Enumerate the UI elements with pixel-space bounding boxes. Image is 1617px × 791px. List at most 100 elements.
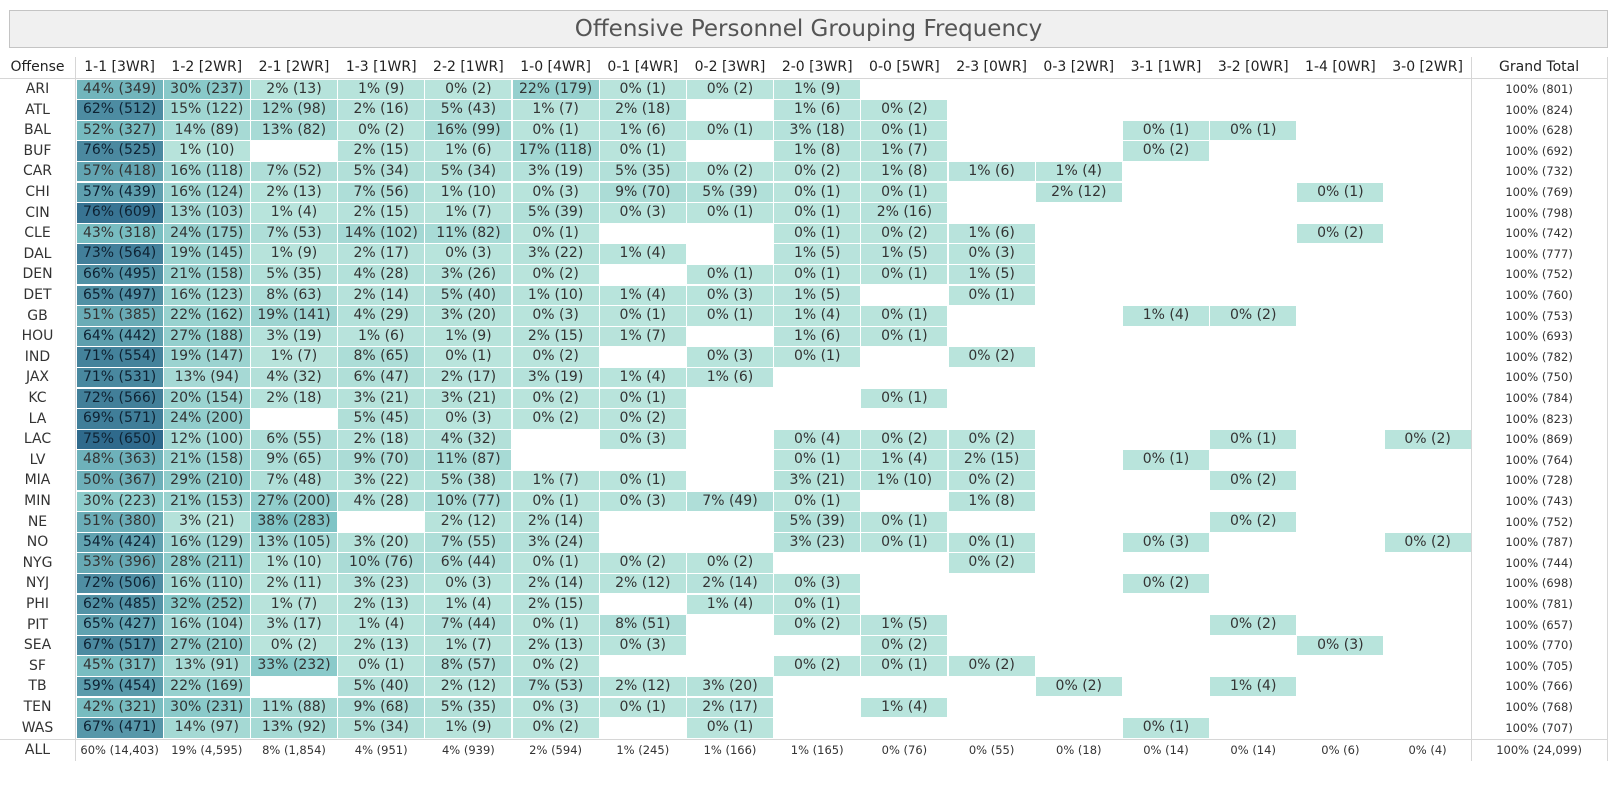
column-header: 2-1 [2WR] <box>258 59 330 75</box>
heatmap-cell: 21% (158) <box>163 450 250 470</box>
heatmap-cell: 6% (55) <box>250 429 338 450</box>
heatmap-cell: 32% (252) <box>163 594 250 615</box>
heatmap-cell: 6% (47) <box>338 367 425 388</box>
heatmap-cell: 1% (5) <box>774 244 861 264</box>
heatmap-cell: 6% (44) <box>425 553 512 573</box>
row-label: KC <box>28 390 47 406</box>
row-label: LA <box>28 410 47 427</box>
all-row-value: 60% (14,403) <box>80 743 159 758</box>
heatmap-cell: 2% (15) <box>338 203 425 223</box>
heatmap-cell: 28% (211) <box>163 553 250 573</box>
heatmap-cell: 1% (8) <box>948 491 1035 512</box>
row-total: 100% (782) <box>1505 349 1573 364</box>
row-label: TEN <box>23 699 52 715</box>
heatmap-cell: 0% (2) <box>774 656 861 676</box>
heatmap-cell: 1% (10) <box>512 285 599 306</box>
row-label: CAR <box>22 163 53 180</box>
row-total: 100% (628) <box>1505 123 1573 138</box>
heatmap-cell: 0% (2) <box>1297 223 1384 244</box>
heatmap-cell: 45% (317) <box>76 656 163 676</box>
heatmap-cell: 50% (367) <box>76 470 163 491</box>
column-header: 3-1 [1WR] <box>1130 59 1202 75</box>
heatmap-cell: 51% (380) <box>76 512 163 532</box>
heatmap-cell: 0% (2) <box>861 100 948 120</box>
heatmap-cell: 59% (454) <box>76 676 163 697</box>
row-total: 100% (824) <box>1505 102 1573 117</box>
heatmap-cell: 11% (88) <box>250 697 338 718</box>
heatmap-cell: 5% (43) <box>425 100 512 120</box>
heatmap-cell: 7% (44) <box>425 615 512 635</box>
heatmap-cell: 22% (169) <box>163 676 250 697</box>
all-row-label: ALL <box>24 742 51 759</box>
row-label: TB <box>28 678 47 695</box>
heatmap-cell: 1% (6) <box>774 100 861 120</box>
heatmap-cell: 1% (7) <box>250 594 338 615</box>
heatmap-cell: 9% (65) <box>250 450 338 470</box>
heatmap-cell: 1% (6) <box>425 141 512 161</box>
heatmap-cell: 0% (3) <box>512 697 599 718</box>
heatmap-cell: 2% (14) <box>512 573 599 594</box>
heatmap-cell: 2% (16) <box>338 100 425 120</box>
heatmap-cell: 0% (2) <box>1122 573 1210 594</box>
row-total: 100% (752) <box>1505 514 1573 529</box>
heatmap-cell: 1% (9) <box>338 79 425 100</box>
heatmap-cell: 0% (1) <box>774 491 861 512</box>
heatmap-cell: 3% (19) <box>250 326 338 347</box>
heatmap-cell: 0% (3) <box>599 429 686 450</box>
heatmap-cell: 0% (3) <box>599 203 686 223</box>
heatmap-cell: 1% (4) <box>425 594 512 615</box>
row-label: SEA <box>23 637 52 654</box>
heatmap-cell: 0% (2) <box>338 120 425 141</box>
heatmap-cell: 0% (1) <box>774 182 861 203</box>
heatmap-cell: 72% (566) <box>76 388 163 409</box>
row-total: 100% (770) <box>1505 638 1573 653</box>
heatmap-cell: 20% (154) <box>163 388 250 409</box>
column-header: 1-1 [3WR] <box>84 59 155 75</box>
heatmap-cell: 1% (7) <box>512 470 599 491</box>
heatmap-cell: 2% (18) <box>599 100 686 120</box>
heatmap-cell: 30% (223) <box>76 491 163 512</box>
right-border <box>1607 57 1608 761</box>
heatmap-cell: 7% (52) <box>250 161 338 182</box>
heatmap-cell: 0% (2) <box>1035 676 1122 697</box>
row-total: 100% (769) <box>1505 185 1573 199</box>
heatmap-cell: 8% (65) <box>338 347 425 367</box>
heatmap-cell: 15% (122) <box>163 100 250 120</box>
heatmap-cell: 4% (28) <box>338 491 425 512</box>
heatmap-cell: 27% (200) <box>250 491 338 512</box>
total-column-border <box>1471 57 1473 761</box>
all-row-value: 0% (76) <box>881 743 928 758</box>
heatmap-cell: 0% (3) <box>512 182 599 203</box>
heatmap-cell: 0% (3) <box>1122 532 1210 553</box>
heatmap-cell: 1% (6) <box>599 120 686 141</box>
heatmap-cell: 1% (10) <box>425 182 512 203</box>
heatmap-cell: 0% (2) <box>861 429 948 450</box>
heatmap-cell: 0% (1) <box>599 697 686 718</box>
heatmap-cell: 1% (10) <box>250 553 338 573</box>
heatmap-cell: 0% (1) <box>1122 718 1210 738</box>
heatmap-cell: 72% (506) <box>76 573 163 594</box>
row-label: BUF <box>23 142 52 159</box>
header-bottom-border <box>0 78 1607 79</box>
heatmap-cell: 1% (9) <box>774 79 861 100</box>
heatmap-cell: 3% (19) <box>512 367 599 388</box>
heatmap-cell: 5% (40) <box>425 285 512 306</box>
column-header: 3-2 [0WR] <box>1217 59 1289 75</box>
heatmap-cell: 1% (4) <box>1122 306 1210 326</box>
heatmap-cell: 13% (105) <box>250 532 338 553</box>
heatmap-cell: 0% (1) <box>1297 182 1384 203</box>
row-total: 100% (693) <box>1505 329 1573 344</box>
row-total: 100% (869) <box>1505 432 1573 447</box>
heatmap-cell: 5% (35) <box>250 264 338 285</box>
heatmap-cell: 2% (12) <box>599 676 686 697</box>
column-header: 0-0 [5WR] <box>869 59 940 75</box>
heatmap-cell: 76% (609) <box>76 203 163 223</box>
grand-total-value: 100% (24,099) <box>1496 743 1582 758</box>
row-label: NE <box>27 513 48 530</box>
heatmap-cell: 13% (82) <box>250 120 338 141</box>
heatmap-cell: 21% (158) <box>163 264 250 285</box>
heatmap-cell: 1% (4) <box>599 367 686 388</box>
all-row-value: 1% (166) <box>703 743 757 758</box>
heatmap-cell: 19% (145) <box>163 244 250 264</box>
heatmap-cell: 53% (396) <box>76 553 163 573</box>
